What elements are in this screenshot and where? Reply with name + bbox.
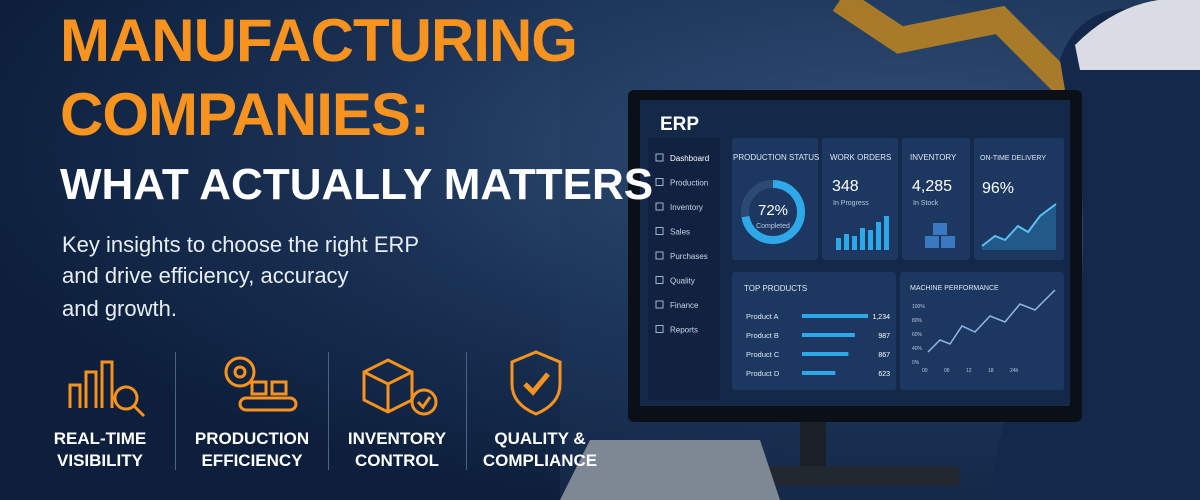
nav-icon [655, 325, 664, 333]
headline-line: MANUFACTURING [60, 7, 578, 74]
product-value: 987 [878, 333, 890, 340]
nav-icon [655, 153, 664, 162]
card-caption: In Stock [913, 200, 939, 207]
feature-label: EFFICIENCY [201, 451, 303, 470]
subtitle-line: and drive efficiency, accuracy [62, 263, 349, 288]
y-tick-label: 40% [912, 346, 923, 352]
headline-line: WHAT ACTUALLY MATTERS [60, 160, 654, 209]
card-title: ON-TIME DELIVERY [980, 155, 1046, 162]
feature-label: COMPLIANCE [482, 451, 598, 470]
nav-item: Production [670, 179, 708, 188]
product-value: 867 [878, 352, 890, 359]
product-bar [802, 371, 836, 375]
x-tick-label: 00 [922, 368, 928, 374]
card-value: 96% [982, 180, 1014, 197]
nav-icon [655, 276, 664, 284]
nav-icon [655, 178, 664, 186]
nav-item: Reports [670, 326, 698, 335]
feature-label: INVENTORY [347, 429, 447, 448]
nav-item: Inventory [670, 203, 703, 212]
card-caption: In Progress [833, 200, 869, 207]
product-bar [802, 314, 868, 318]
panel-title: MACHINE PERFORMANCE [910, 285, 999, 292]
subtitle-line: Key insights to choose the right ERP [62, 232, 420, 257]
nav-item: Finance [670, 301, 699, 310]
card-value: 4,285 [912, 178, 952, 195]
divider [175, 352, 176, 470]
card-caption: Completed [756, 223, 790, 230]
feature-label: QUALITY & [494, 429, 586, 448]
nav-item: Quality [670, 277, 695, 286]
y-tick-label: 100% [912, 304, 925, 310]
product-name: Product D [746, 369, 780, 378]
feature-label: PRODUCTION [194, 429, 310, 448]
nav-icon [655, 202, 664, 211]
y-tick-label: 60% [912, 332, 923, 338]
feature-label: VISIBILITY [57, 451, 143, 470]
product-value: 623 [878, 371, 890, 378]
card-title: WORK ORDERS [830, 153, 891, 162]
nav-item: Purchases [670, 252, 708, 261]
nav-icon [655, 300, 664, 309]
nav-icon [655, 227, 664, 235]
product-name: Product A [746, 312, 779, 321]
subtitle-line: and growth. [62, 296, 177, 321]
x-tick-label: 12 [966, 368, 972, 374]
headline-line: COMPANIES: [60, 81, 430, 148]
y-tick-label: 0% [912, 360, 920, 366]
divider [328, 352, 329, 470]
dashboard: ERP PRODUCTION STATUS 72% Completed WORK… [655, 114, 1046, 378]
card-value: 348 [832, 178, 859, 195]
feature-label: CONTROL [354, 451, 440, 470]
dashboard-brand: ERP [660, 114, 699, 135]
nav-item: Dashboard [670, 154, 709, 163]
nav-item: Sales [670, 228, 690, 237]
y-tick-label: 80% [912, 318, 923, 324]
feature-label: REAL-TIME [53, 429, 147, 448]
x-tick-label: 06 [944, 368, 950, 374]
card-value: 72% [758, 202, 788, 219]
card-title: PRODUCTION STATUS [733, 153, 819, 162]
nav-icon [655, 251, 664, 260]
product-bar [802, 352, 849, 356]
panel-title: TOP PRODUCTS [744, 284, 807, 293]
product-bar [802, 333, 855, 337]
x-tick-label: 18 [988, 368, 994, 374]
divider [466, 352, 467, 470]
product-name: Product B [746, 331, 779, 340]
product-name: Product C [746, 350, 780, 359]
card-title: INVENTORY [910, 153, 957, 162]
x-tick-label: 24h [1010, 368, 1019, 374]
product-value: 1,234 [872, 314, 890, 321]
